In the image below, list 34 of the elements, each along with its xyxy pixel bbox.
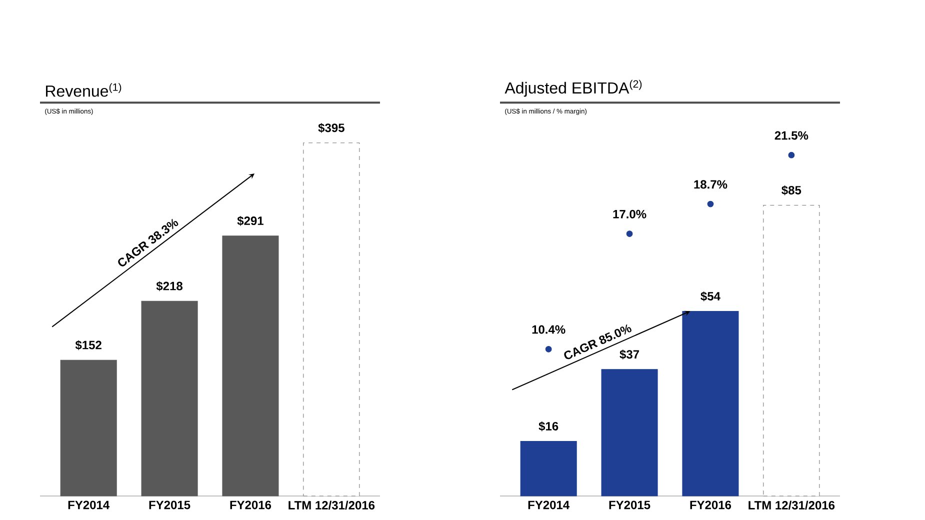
point <box>707 200 714 208</box>
data-label: 10.4% <box>532 325 566 334</box>
data-label: $395 <box>318 123 344 133</box>
point <box>545 346 552 352</box>
point <box>626 230 633 237</box>
data-label: $16 <box>538 421 558 432</box>
data-label: 21.5% <box>774 131 808 140</box>
x-tick-label: LTM 12/31/2016 <box>748 500 835 510</box>
data-label: $291 <box>237 216 264 226</box>
bar <box>303 142 360 496</box>
data-label: $37 <box>620 350 640 360</box>
bar <box>763 204 820 496</box>
data-label: $54 <box>700 291 720 302</box>
x-tick-label: LTM 12/31/2016 <box>288 500 375 510</box>
x-tick-label: FY2016 <box>230 500 272 510</box>
bar <box>520 440 577 496</box>
bar <box>141 300 198 496</box>
bar <box>60 360 117 496</box>
x-tick-label: FY2016 <box>690 500 732 510</box>
bar <box>682 311 739 496</box>
data-label: $85 <box>782 185 802 196</box>
x-tick-label: FY2014 <box>528 500 570 510</box>
bar <box>222 236 279 496</box>
data-label: 18.7% <box>694 180 728 189</box>
chart-title: Adjusted EBITDA$^{(2)}$ <box>504 80 642 97</box>
bar <box>601 369 658 496</box>
data-label: 17.0% <box>613 210 646 218</box>
x-tick-label: FY2015 <box>149 500 190 510</box>
data-label: $152 <box>75 340 102 350</box>
x-tick-label: FY2015 <box>609 500 650 510</box>
x-tick-label: FY2014 <box>68 500 110 510</box>
data-label: $218 <box>156 281 183 292</box>
point <box>788 152 795 158</box>
chart-title: Revenue$^{(1)}$ <box>46 83 122 97</box>
